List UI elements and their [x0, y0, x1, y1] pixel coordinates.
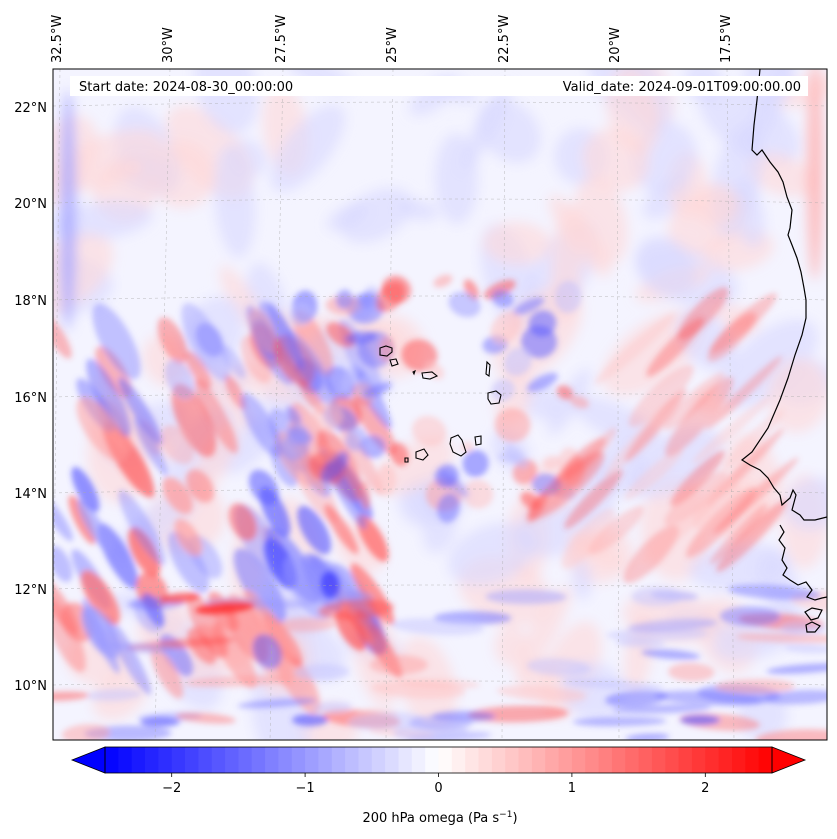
- africa-coastline: [740, 69, 827, 521]
- latitude-label: 22°N: [14, 101, 47, 116]
- start-date-label: Start date: 2024-08-30_00:00:00: [79, 80, 293, 95]
- colorbar-tick-label: 2: [701, 781, 709, 796]
- latitude-label: 12°N: [14, 583, 47, 598]
- colorbar-ticks: −2 −1 0 1 2: [162, 773, 709, 796]
- colorbar-right-extend: [771, 746, 807, 774]
- longitude-labels: 32.5°W 30°W 27.5°W 25°W 22.5°W 20°W 17.5°W: [50, 15, 734, 63]
- latitude-label: 16°N: [14, 391, 47, 406]
- longitude-label: 32.5°W: [50, 15, 65, 63]
- omega-field: [53, 69, 827, 740]
- map-panel: Start date: 2024-08-30_00:00:00 Valid_da…: [14, 15, 828, 741]
- gambia-coast: [778, 524, 827, 633]
- colorbar-tick-label: 0: [434, 781, 442, 796]
- longitude-label: 22.5°W: [497, 15, 512, 63]
- date-annotation-box: Start date: 2024-08-30_00:00:00 Valid_da…: [70, 76, 808, 96]
- latitude-label: 20°N: [14, 197, 47, 212]
- colorbar-bands: [105, 747, 773, 773]
- latitude-label: 14°N: [14, 487, 47, 502]
- colorbar-left-extend: [70, 746, 106, 774]
- colorbar-tick-label: −2: [162, 781, 181, 796]
- cape-verde-islands: [379, 345, 502, 463]
- longitude-label: 25°W: [385, 27, 400, 63]
- colorbar-label: 200 hPa omega (Pa s−1): [362, 810, 517, 826]
- colorbar-tick-label: −1: [296, 781, 315, 796]
- latitude-label: 18°N: [14, 294, 47, 309]
- map-frame: [52, 68, 828, 741]
- latitude-label: 10°N: [14, 679, 47, 694]
- latitude-labels: 22°N 20°N 18°N 16°N 14°N 12°N 10°N: [14, 101, 47, 694]
- colorbar: −2 −1 0 1 2 200 hPa omega (Pa s−1): [70, 746, 807, 826]
- longitude-label: 27.5°W: [274, 15, 289, 63]
- colorbar-tick-label: 1: [568, 781, 576, 796]
- longitude-label: 20°W: [608, 27, 623, 63]
- longitude-label: 30°W: [161, 27, 176, 63]
- longitude-label: 17.5°W: [719, 15, 734, 63]
- valid-date-label: Valid_date: 2024-09-01T09:00:00.00: [563, 80, 801, 95]
